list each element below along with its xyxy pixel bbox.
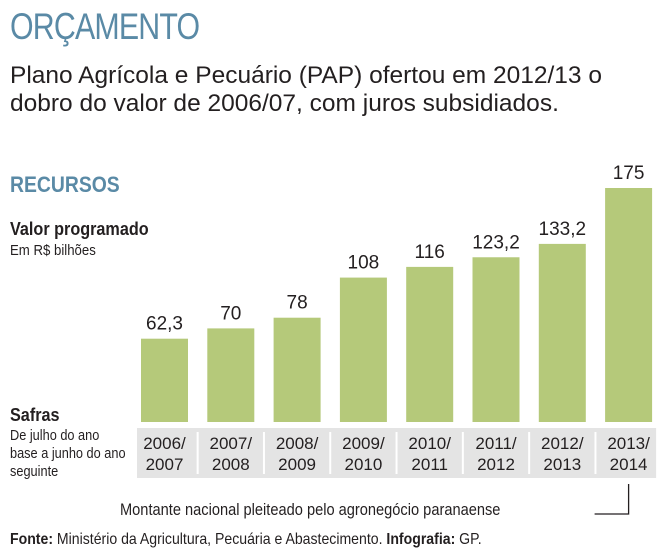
bar	[207, 328, 255, 422]
bar	[472, 257, 520, 422]
page-subtitle: Plano Agrícola e Pecuário (PAP) ofertou …	[10, 62, 602, 117]
data-label: 78	[287, 293, 308, 314]
bar	[605, 188, 653, 422]
tick-label: 2009/	[342, 434, 385, 453]
tick-label: 2010	[344, 455, 382, 474]
tick-label: 2010/	[408, 434, 451, 453]
bar	[273, 317, 321, 422]
value-label: Valor programado	[10, 219, 149, 239]
footer-source: Fonte: Ministério da Agricultura, Pecuár…	[10, 531, 482, 549]
infographic-text: GP.	[459, 531, 482, 548]
tick-label: 2008	[212, 455, 250, 474]
section-title: RECURSOS	[10, 172, 120, 197]
bar	[538, 243, 586, 422]
tick-label: 2009	[278, 455, 316, 474]
safras-label: Safras	[10, 405, 60, 425]
data-label: 133,2	[539, 219, 587, 240]
tick-label: 2012	[477, 455, 515, 474]
data-label: 108	[348, 253, 380, 274]
tick-label: 2011/	[475, 434, 517, 453]
tick-label: 2011	[411, 455, 448, 474]
data-label: 116	[415, 242, 445, 263]
tick-label: 2012/	[541, 434, 584, 453]
safras-note: De julho do ano base a junho do ano segu…	[10, 427, 126, 480]
tick-label: 2013/	[607, 434, 650, 453]
data-label: 62,3	[146, 314, 183, 335]
data-label: 175	[613, 163, 645, 184]
tick-label: 2014	[610, 455, 648, 474]
data-label: 70	[220, 303, 241, 324]
bar	[406, 266, 454, 422]
bar	[141, 338, 188, 422]
value-unit: Em R$ bilhões	[10, 242, 96, 259]
data-label: 123,2	[472, 232, 520, 253]
annotation-note: Montante nacional pleiteado pelo agroneg…	[120, 500, 501, 519]
source-label: Fonte:	[10, 531, 54, 548]
source-text: Ministério da Agricultura, Pecuária e Ab…	[56, 531, 383, 548]
bar	[339, 277, 387, 422]
tick-label: 2006/	[143, 434, 186, 453]
tick-label: 2008/	[276, 434, 319, 453]
tick-label: 2007/	[210, 434, 253, 453]
tick-label: 2013	[543, 455, 581, 474]
annotation-bracket	[594, 484, 630, 515]
tick-label: 2007	[146, 455, 184, 474]
infographic-label: Infografia:	[386, 531, 456, 548]
page-title: ORÇAMENTO	[10, 6, 200, 47]
